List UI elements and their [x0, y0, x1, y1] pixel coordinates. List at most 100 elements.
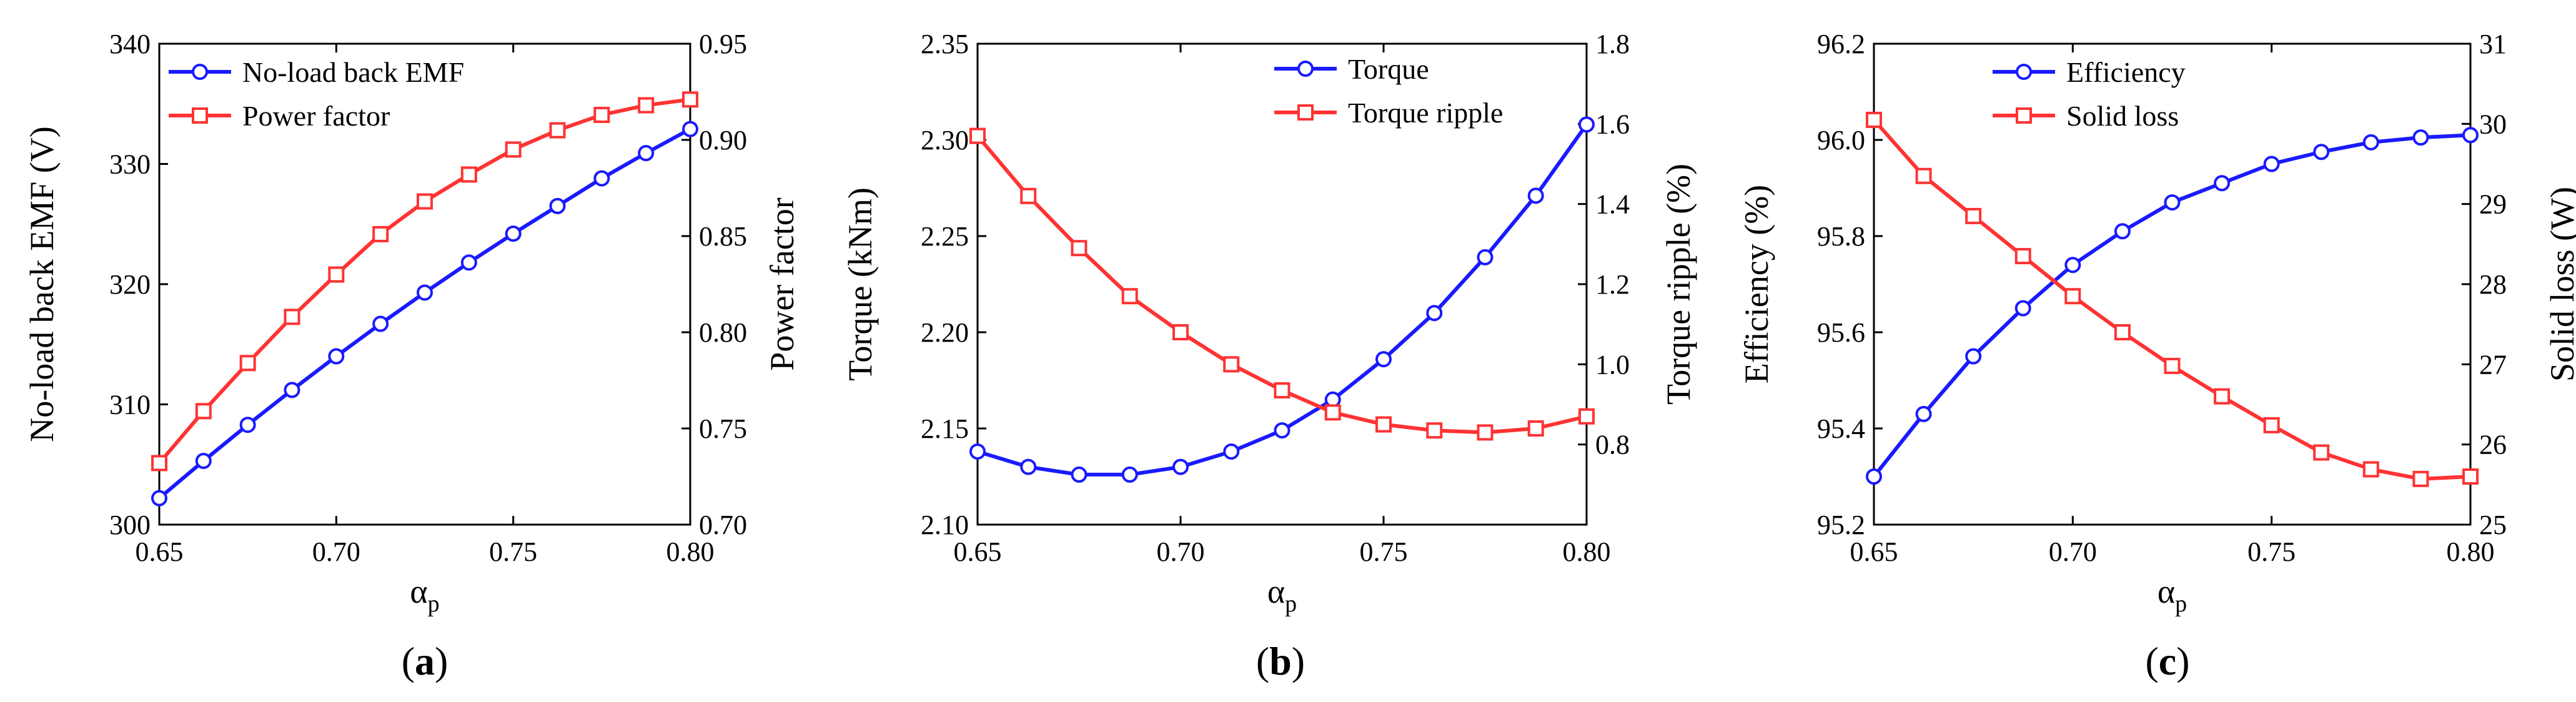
- data-point-right: [1426, 422, 1443, 439]
- series-line-left: [1872, 133, 2471, 478]
- data-point-right: [1915, 167, 1932, 184]
- y-left-tick-label: 2.10: [921, 510, 969, 540]
- x-tick-label: 0.70: [2049, 536, 2097, 567]
- data-point-left: [2412, 129, 2429, 146]
- y-left-tick-label: 95.8: [1817, 221, 1865, 252]
- y-right-tick-label: 1.4: [1595, 189, 1630, 220]
- data-point-right: [1527, 420, 1544, 437]
- panel-label-paren: (: [2145, 639, 2158, 683]
- data-point-right: [638, 97, 655, 114]
- y-left-axis-label: Torque (kNm): [841, 187, 879, 381]
- x-tick-label: 0.80: [1563, 536, 1611, 567]
- data-point-right: [1477, 424, 1494, 441]
- data-point-right: [682, 91, 698, 108]
- data-point-left: [460, 254, 477, 271]
- y-right-tick-label: 25: [2479, 510, 2507, 540]
- data-point-right: [593, 106, 610, 123]
- y-right-tick-label: 1.0: [1595, 349, 1630, 380]
- data-point-left: [2064, 257, 2081, 274]
- series-line-left: [977, 123, 1588, 477]
- x-tick-label: 0.75: [1360, 536, 1408, 567]
- y-right-tick-label: 1.6: [1595, 109, 1630, 139]
- y-right-tick-label: 0.90: [699, 125, 747, 156]
- panel-label-paren: ): [2176, 639, 2189, 683]
- data-point-right: [2313, 444, 2330, 461]
- data-point-right: [1274, 382, 1290, 399]
- data-point-left: [328, 348, 345, 365]
- y-right-tick-label: 1.2: [1595, 269, 1630, 300]
- data-point-right: [1071, 240, 1087, 257]
- data-point-left: [151, 490, 167, 507]
- data-point-left: [2462, 127, 2479, 144]
- y-left-tick-label: 95.4: [1817, 413, 1865, 444]
- y-right-tick-label: 29: [2479, 189, 2507, 220]
- legend-marker: [2016, 107, 2032, 124]
- data-point-left: [2114, 223, 2131, 240]
- y-left-tick-label: 330: [109, 149, 151, 180]
- series-line-right: [157, 97, 691, 465]
- y-left-tick-label: 95.2: [1817, 510, 1865, 540]
- x-axis-label-subscript: p: [1285, 591, 1297, 617]
- y-right-tick-label: 30: [2479, 109, 2507, 139]
- panel-label-paren: (: [1256, 639, 1269, 683]
- data-point-right: [151, 455, 167, 472]
- series-line-right: [1872, 118, 2471, 481]
- data-point-left: [1866, 468, 1882, 485]
- data-point-left: [549, 197, 566, 214]
- x-axis-label-subscript: p: [428, 591, 440, 617]
- data-point-right: [2263, 417, 2280, 433]
- x-axis-label: αp: [1267, 573, 1297, 617]
- panel-label: (a): [402, 639, 448, 683]
- y-right-tick-label: 0.80: [699, 317, 747, 348]
- data-point-left: [1965, 348, 1982, 365]
- x-tick-label: 0.65: [136, 536, 184, 567]
- data-point-left: [593, 170, 610, 187]
- data-point-right: [1578, 408, 1595, 425]
- panel-label-paren: (: [402, 639, 415, 683]
- data-point-right: [372, 225, 389, 242]
- data-point-right: [1020, 187, 1037, 204]
- x-axis-label-subscript: p: [2175, 591, 2187, 617]
- data-point-left: [1071, 466, 1087, 483]
- legend-label: Torque: [1348, 53, 1429, 85]
- data-point-right: [284, 309, 300, 325]
- legend-marker: [1297, 104, 1314, 121]
- data-point-left: [1172, 458, 1189, 475]
- data-point-left: [239, 417, 256, 433]
- x-tick-label: 0.70: [312, 536, 360, 567]
- data-point-left: [1020, 458, 1037, 475]
- y-left-tick-label: 310: [109, 390, 151, 420]
- y-left-tick-label: 300: [109, 510, 151, 540]
- y-right-tick-label: 0.85: [699, 221, 747, 252]
- data-point-right: [2362, 461, 2379, 478]
- y-right-tick-label: 27: [2479, 349, 2507, 380]
- data-point-left: [969, 443, 986, 460]
- data-point-right: [505, 141, 522, 158]
- legend-label: Solid loss: [2066, 100, 2179, 132]
- data-point-left: [284, 382, 300, 398]
- legend-marker: [2016, 64, 2032, 80]
- panel-label-letter: a: [415, 639, 435, 683]
- y-right-axis-label: Power factor: [763, 197, 801, 370]
- data-point-right: [2014, 248, 2031, 265]
- data-point-right: [549, 122, 566, 139]
- y-right-tick-label: 26: [2479, 430, 2507, 460]
- data-point-right: [969, 127, 986, 144]
- panel-label-paren: ): [435, 639, 448, 683]
- data-point-left: [1578, 116, 1595, 133]
- data-point-right: [2214, 388, 2231, 405]
- data-point-left: [1223, 443, 1240, 460]
- legend-label: Torque ripple: [1348, 97, 1503, 129]
- series-line-left: [158, 127, 691, 500]
- x-tick-label: 0.65: [1850, 536, 1898, 567]
- x-tick-label: 0.65: [954, 536, 1002, 567]
- y-left-tick-label: 2.25: [921, 221, 969, 252]
- data-point-left: [682, 121, 698, 137]
- y-left-tick-label: 95.6: [1817, 317, 1865, 348]
- data-point-right: [2064, 288, 2081, 305]
- legend-label: No-load back EMF: [242, 56, 464, 88]
- y-left-tick-label: 2.35: [921, 29, 969, 59]
- data-point-left: [372, 315, 389, 332]
- data-point-right: [2412, 470, 2429, 487]
- data-point-left: [2263, 156, 2280, 172]
